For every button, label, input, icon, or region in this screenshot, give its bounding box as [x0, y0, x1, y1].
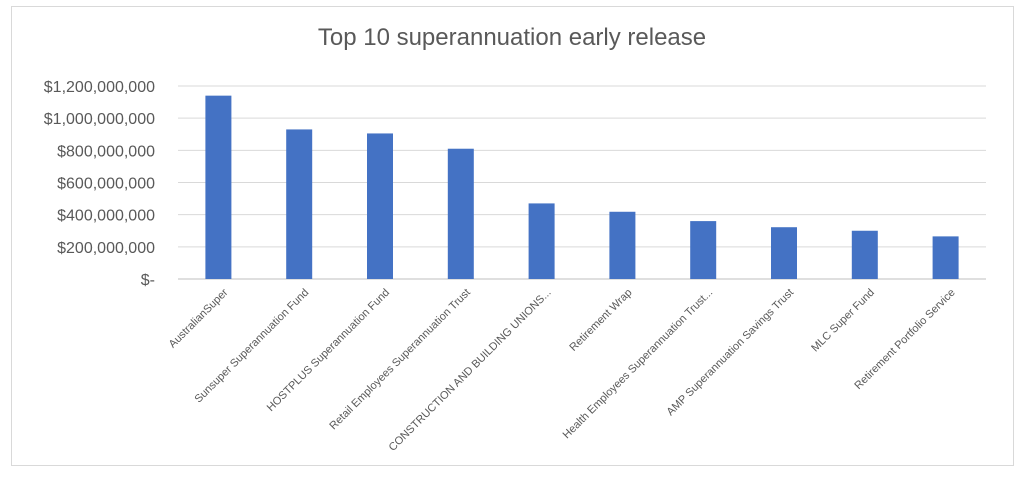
chart-frame — [11, 6, 1014, 466]
bar — [609, 211, 636, 279]
y-tick-label: $- — [141, 272, 155, 289]
bar — [205, 95, 232, 280]
x-tick-label: CONSTRUCTION AND BUILDING UNIONS... — [387, 287, 554, 454]
bar — [851, 230, 878, 279]
bar — [771, 227, 797, 279]
bar — [286, 129, 313, 279]
bar — [447, 148, 474, 279]
y-tick-label: $800,000,000 — [57, 143, 155, 160]
x-tick-label: MLC Super Fund — [809, 287, 877, 355]
x-tick-label: Retirement Wrap — [567, 287, 634, 354]
bar — [690, 221, 717, 279]
x-tick-label: Retail Employees Superannuation Trust — [327, 287, 473, 433]
bar — [528, 203, 555, 279]
y-tick-label: $1,000,000,000 — [44, 111, 155, 128]
y-tick-label: $400,000,000 — [57, 208, 155, 225]
y-tick-label: $600,000,000 — [57, 176, 155, 193]
x-tick-label: AMP Superannuation Savings Trust — [665, 287, 797, 419]
x-tick-label: AustralianSuper — [167, 286, 231, 350]
x-tick-label: Health Employees Superannuation Trust... — [561, 287, 716, 442]
y-tick-label: $1,200,000,000 — [44, 79, 155, 96]
chart-title: Top 10 superannuation early release — [317, 24, 707, 51]
y-tick-label: $200,000,000 — [57, 240, 155, 257]
bar — [367, 133, 393, 279]
bar — [932, 236, 959, 279]
